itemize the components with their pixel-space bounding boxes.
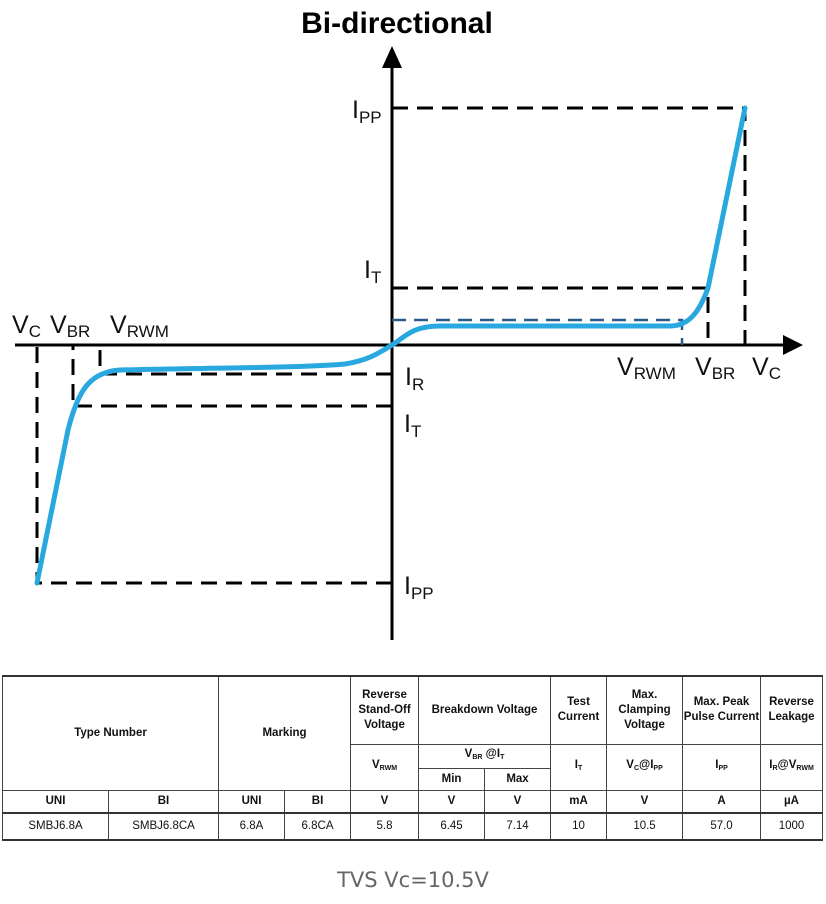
iv-curve [34, 105, 748, 586]
header-peak-pulse: Max. Peak Pulse Current [682, 676, 762, 745]
y-axis-arrow [382, 46, 402, 68]
header-leakage: Reverse Leakage [760, 676, 824, 745]
label-it-top: IT [364, 256, 381, 287]
cell-bi-marking: 6.8CA [284, 812, 352, 840]
caption: TVS Vc=10.5V [337, 868, 489, 892]
unit-cell: mA [550, 790, 608, 814]
header-breakdown: Breakdown Voltage [418, 676, 552, 745]
unit-cell: V [606, 790, 684, 814]
unit-cell: UNI [2, 790, 109, 814]
header-standoff: Reverse Stand-Off Voltage [350, 676, 420, 745]
symbol-vrwm: VRWM [350, 744, 420, 791]
cell-vbr-max: 7.14 [484, 812, 552, 840]
cell-uni-marking: 6.8A [218, 812, 286, 840]
vrwm-guide-right [392, 318, 684, 345]
unit-cell: A [682, 790, 762, 814]
label-vrwm-left: VRWM [110, 311, 169, 341]
header-marking: Marking [218, 676, 352, 791]
units-row: UNI BI UNI BI V V V mA V A µA [2, 790, 824, 814]
cell-ipp: 57.0 [682, 812, 762, 840]
it-guide-left [71, 345, 392, 408]
ipp-guide-right [392, 106, 747, 345]
unit-cell: V [484, 790, 552, 814]
it-guide-right [392, 286, 710, 345]
label-vbr-right: VBR [695, 353, 735, 383]
cell-vrwm: 5.8 [350, 812, 420, 840]
unit-cell: BI [284, 790, 352, 814]
cell-vbr-min: 6.45 [418, 812, 486, 840]
label-vrwm-right: VRWM [617, 353, 676, 383]
ir-guide-left [98, 345, 392, 376]
header-type-number: Type Number [1, 676, 220, 791]
cell-it: 10 [550, 812, 608, 840]
unit-cell: V [418, 790, 486, 814]
table-row: SMBJ6.8A SMBJ6.8CA 6.8A 6.8CA 5.8 6.45 7… [2, 812, 824, 840]
label-vc-left: VC [12, 311, 41, 341]
label-vbr-left: VBR [50, 311, 90, 341]
label-ir: IR [405, 363, 424, 394]
label-vc-right: VC [752, 353, 781, 383]
symbol-vbr-it: VBR @IT [418, 744, 552, 769]
unit-cell: UNI [218, 790, 286, 814]
header-clamping: Max. Clamping Voltage [606, 676, 684, 745]
header-max: Max [484, 768, 552, 791]
unit-cell: V [350, 790, 420, 814]
specs-table: Type Number Marking Reverse Stand-Off Vo… [1, 675, 824, 841]
label-ipp-top: IPP [352, 96, 382, 127]
cell-ir: 1000 [760, 812, 824, 840]
unit-cell: µA [760, 790, 824, 814]
header-test-current: Test Current [550, 676, 608, 745]
label-it-bottom: IT [404, 410, 421, 441]
symbol-it: IT [550, 744, 608, 791]
label-ipp-bottom: IPP [404, 572, 434, 603]
cell-uni-type: SMBJ6.8A [2, 812, 109, 840]
unit-cell: BI [107, 790, 220, 814]
symbol-ipp: IPP [682, 744, 762, 791]
symbol-vc-ipp: VC@IPP [606, 744, 684, 791]
cell-vc: 10.5 [606, 812, 684, 840]
iv-characteristic-diagram: Bi-directional IPP IT VC VBR VRWM VRWM V… [12, 7, 803, 640]
x-axis-arrow [783, 335, 803, 355]
diagram-title: Bi-directional [301, 7, 493, 40]
symbol-ir-vrwm: IR@VRWM [760, 744, 824, 791]
header-min: Min [418, 768, 486, 791]
cell-bi-type: SMBJ6.8CA [107, 812, 220, 840]
